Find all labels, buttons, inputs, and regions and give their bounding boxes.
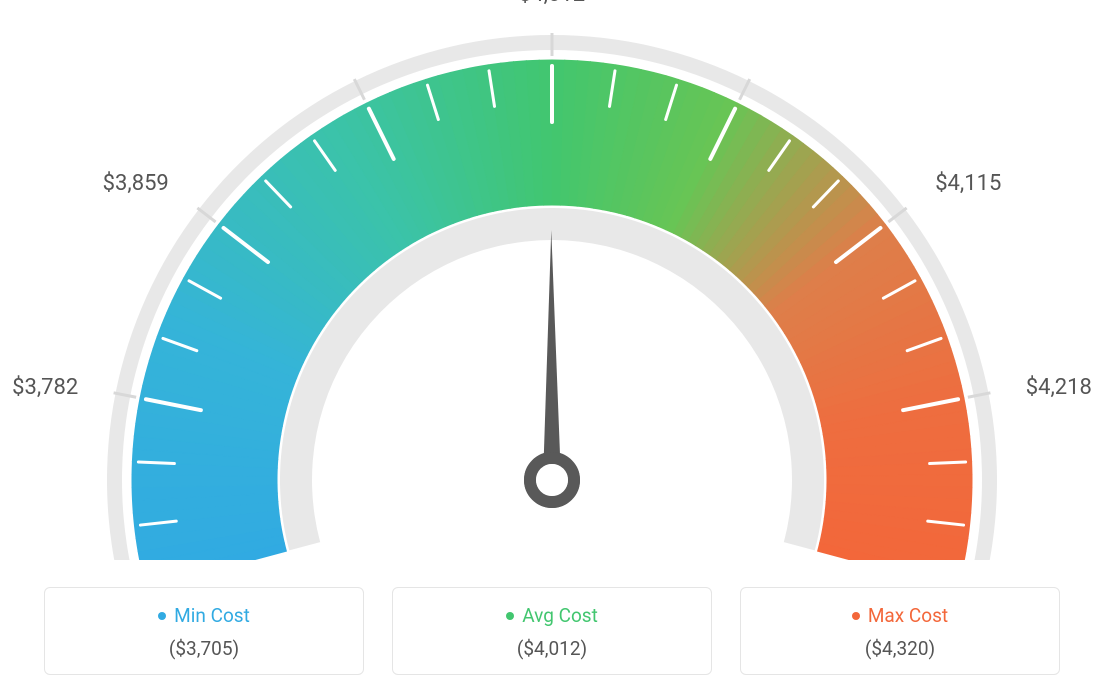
legend-title-min: Min Cost xyxy=(55,604,353,627)
legend-label-max: Max Cost xyxy=(868,604,948,627)
legend-dot-max xyxy=(852,612,860,620)
legend-card-max: Max Cost ($4,320) xyxy=(740,587,1060,675)
legend-row: Min Cost ($3,705) Avg Cost ($4,012) Max … xyxy=(0,587,1104,675)
svg-text:$4,115: $4,115 xyxy=(935,171,1001,196)
legend-value-avg: ($4,012) xyxy=(403,637,701,660)
svg-text:$4,218: $4,218 xyxy=(1026,375,1092,400)
legend-label-min: Min Cost xyxy=(174,604,250,627)
gauge-chart: $3,705$3,782$3,859$4,012$4,115$4,218$4,3… xyxy=(0,0,1104,550)
svg-text:$3,859: $3,859 xyxy=(103,171,169,196)
legend-title-max: Max Cost xyxy=(751,604,1049,627)
legend-dot-avg xyxy=(506,612,514,620)
svg-text:$3,782: $3,782 xyxy=(12,375,78,400)
legend-value-min: ($3,705) xyxy=(55,637,353,660)
gauge-svg: $3,705$3,782$3,859$4,012$4,115$4,218$4,3… xyxy=(0,0,1104,560)
legend-value-max: ($4,320) xyxy=(751,637,1049,660)
svg-text:$4,012: $4,012 xyxy=(519,0,585,7)
legend-dot-min xyxy=(158,612,166,620)
legend-label-avg: Avg Cost xyxy=(522,604,598,627)
legend-title-avg: Avg Cost xyxy=(403,604,701,627)
legend-card-avg: Avg Cost ($4,012) xyxy=(392,587,712,675)
legend-card-min: Min Cost ($3,705) xyxy=(44,587,364,675)
